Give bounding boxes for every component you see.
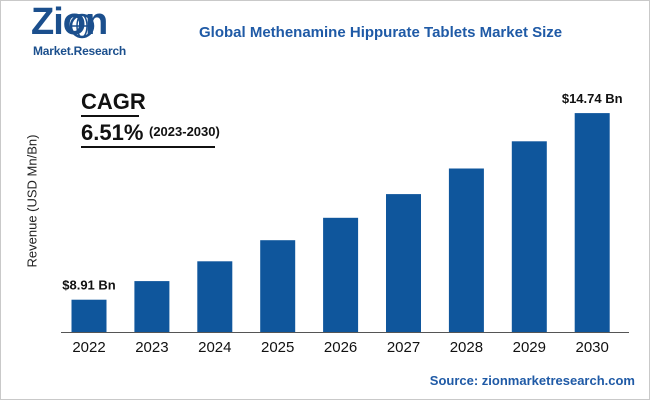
data-label-2022: $8.91 Bn bbox=[62, 278, 116, 293]
cagr-value: 6.51% bbox=[81, 120, 144, 145]
bar-2024 bbox=[197, 261, 233, 332]
cagr-period: (2023-2030) bbox=[149, 124, 220, 139]
x-tick-label-2025: 2025 bbox=[261, 339, 294, 356]
bar-2029 bbox=[511, 141, 547, 332]
logo-wordmark: Zion bbox=[31, 1, 108, 43]
bar-2028 bbox=[448, 168, 484, 332]
zion-logo: Zion Market.Research bbox=[31, 3, 131, 59]
cagr-underline-short bbox=[81, 115, 139, 117]
x-tick-label-2027: 2027 bbox=[387, 339, 420, 356]
x-tick-label-2029: 2029 bbox=[513, 339, 546, 356]
source-credit: Source: zionmarketresearch.com bbox=[429, 373, 635, 388]
x-tick-label-2024: 2024 bbox=[198, 339, 231, 356]
bar-2030 bbox=[574, 113, 610, 332]
cagr-underline-long bbox=[81, 146, 215, 148]
bar-2023 bbox=[134, 281, 170, 332]
chart-title: Global Methenamine Hippurate Tablets Mar… bbox=[199, 24, 563, 41]
bar-2027 bbox=[386, 194, 421, 332]
x-tick-label-2023: 2023 bbox=[135, 339, 168, 356]
x-tick-label-2030: 2030 bbox=[576, 339, 609, 356]
cagr-label: CAGR bbox=[81, 89, 146, 114]
x-tick-label-2022: 2022 bbox=[72, 339, 105, 356]
bar-2026 bbox=[323, 217, 359, 332]
bar-2025 bbox=[260, 240, 296, 332]
globe-icon bbox=[69, 13, 95, 39]
x-tick-label-2028: 2028 bbox=[450, 339, 483, 356]
x-tick-label-2026: 2026 bbox=[324, 339, 357, 356]
logo-subtitle: Market.Research bbox=[33, 44, 127, 58]
data-label-2030: $14.74 Bn bbox=[562, 91, 623, 106]
bar-2022 bbox=[71, 299, 107, 332]
